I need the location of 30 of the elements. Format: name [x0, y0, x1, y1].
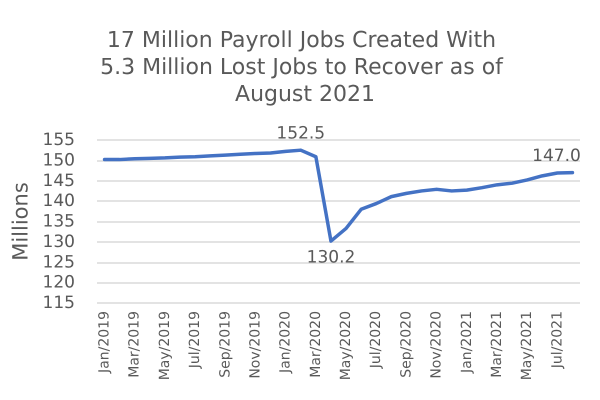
y-axis-title: Millions: [8, 182, 32, 261]
x-tick-label: Jul/2019: [187, 311, 204, 370]
x-tick-label: May/2020: [338, 311, 354, 380]
x-tick-label: Mar/2019: [126, 311, 143, 378]
x-tick-label: Jul/2021: [549, 311, 566, 370]
y-tick-label: 115: [42, 293, 75, 313]
x-tick-label: Jan/2021: [458, 311, 475, 374]
y-tick-label: 145: [42, 170, 75, 191]
y-tick-label: 150: [42, 150, 75, 170]
data-label: 147.0: [532, 146, 581, 166]
x-tick-label: Nov/2019: [247, 311, 264, 379]
x-tick-label: May/2019: [156, 311, 173, 380]
y-tick-label: 155: [42, 130, 75, 150]
data-label: 130.2: [306, 248, 356, 268]
x-tick-label: Nov/2020: [428, 311, 445, 379]
chart-title: 17 Million Payroll Jobs Created With 5.3 Million Lost Jobs to Recover as of August 2021: [100, 28, 510, 107]
data-label: 152.5: [276, 124, 326, 144]
x-tick-label: Jan/2019: [96, 311, 113, 374]
y-tick-label: 130: [42, 232, 75, 252]
x-tick-label: Mar/2020: [308, 311, 324, 378]
x-tick-label: May/2021: [519, 311, 536, 380]
x-tick-label: Jul/2020: [368, 311, 384, 370]
y-tick-label: 135: [42, 212, 75, 232]
x-tick-label: Sep/2020: [398, 311, 414, 378]
x-tick-label: Sep/2019: [217, 311, 234, 378]
y-tick-label: 120: [42, 272, 75, 293]
y-tick-label: 125: [42, 252, 75, 272]
y-tick-label: 140: [42, 191, 75, 212]
x-tick-label: Jan/2020: [278, 311, 294, 374]
x-tick-label: Mar/2021: [488, 311, 505, 378]
